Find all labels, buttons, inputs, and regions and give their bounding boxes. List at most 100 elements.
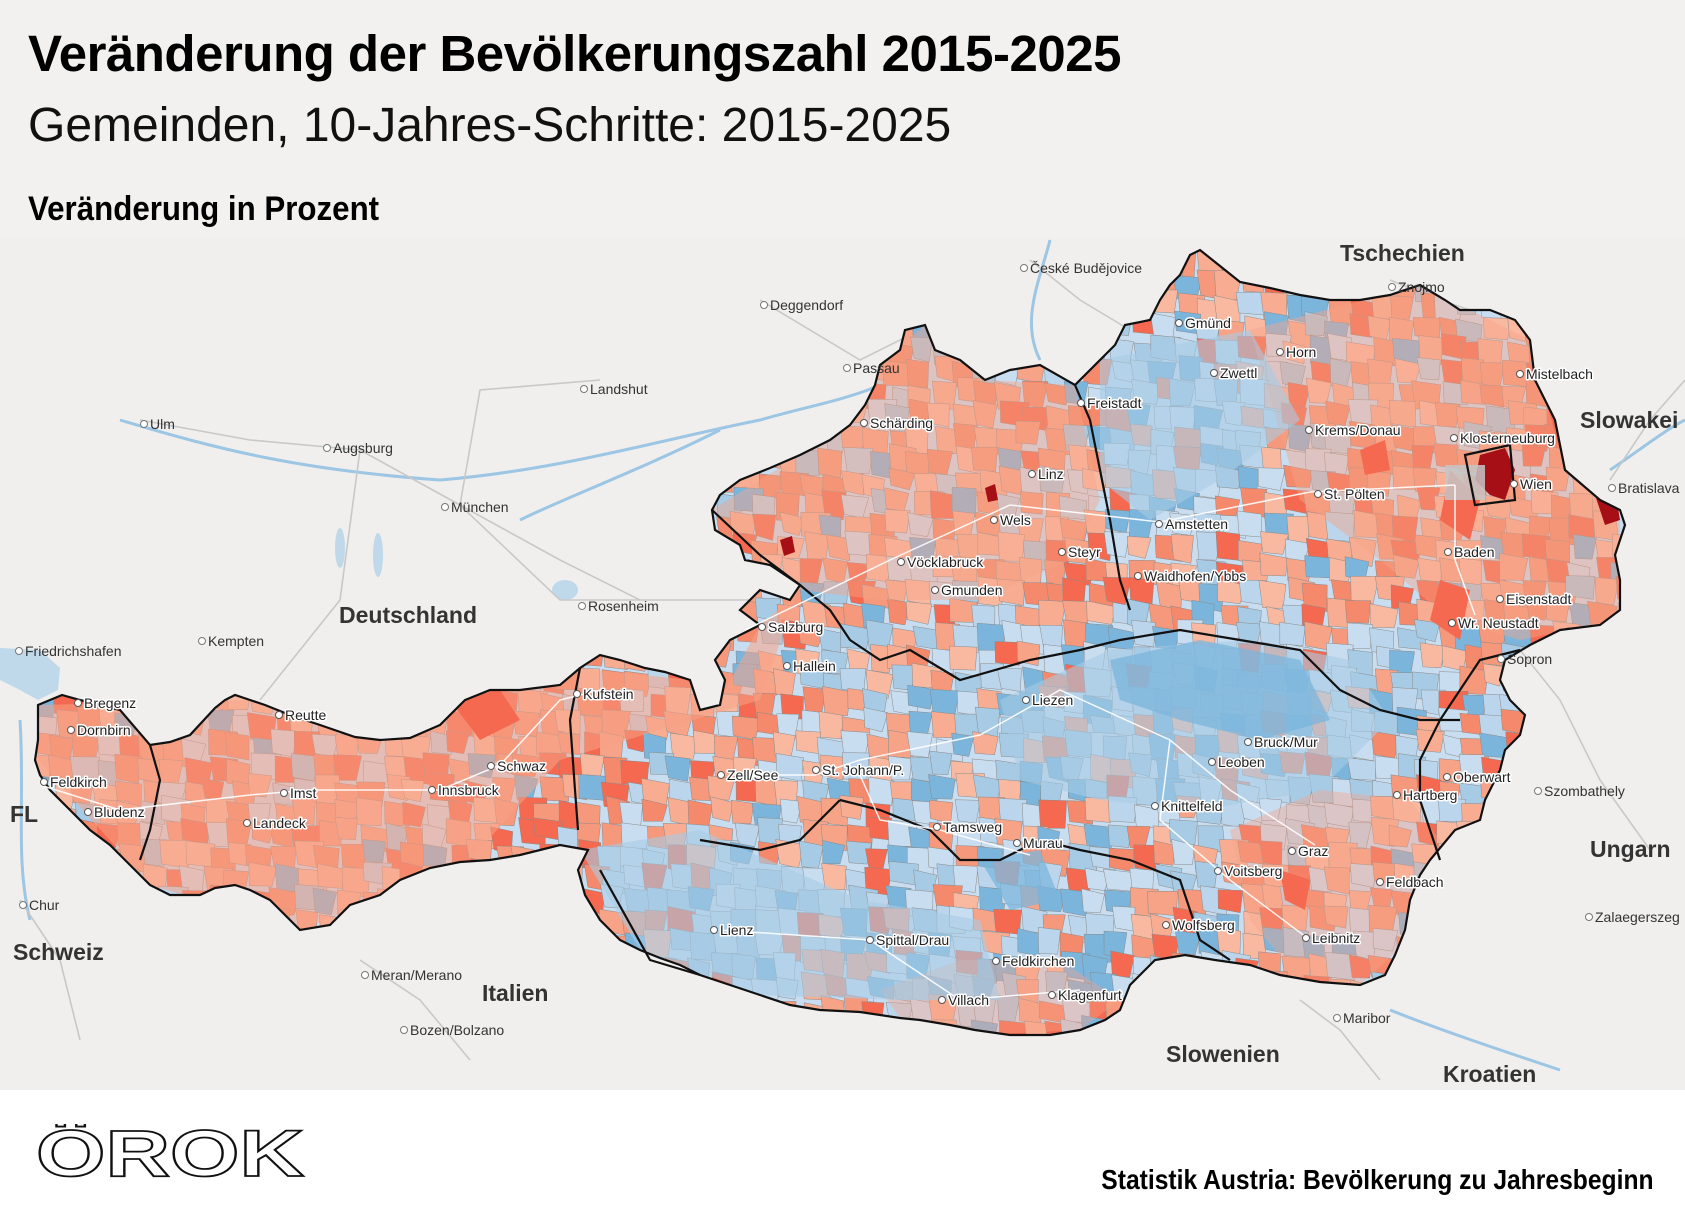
- lake-starnberg: [373, 533, 383, 577]
- foreign-city-dot: [1534, 787, 1542, 795]
- city-label: Lienz: [720, 922, 753, 938]
- road: [259, 449, 361, 701]
- municipality-cell: [1546, 596, 1570, 623]
- river-vltava: [1029, 239, 1052, 361]
- city-dot: [1314, 490, 1322, 498]
- logo-text: ÖROK: [36, 1124, 304, 1182]
- municipality-cell: [1217, 889, 1243, 914]
- foreign-city-dot: [15, 647, 23, 655]
- road: [1609, 379, 1685, 481]
- municipality-cell: [1257, 467, 1286, 491]
- municipality-cell: [1301, 582, 1328, 612]
- city-label: Feldbach: [1386, 874, 1444, 890]
- road: [359, 959, 471, 1061]
- city-dot: [1443, 773, 1451, 781]
- rivers: [18, 239, 1685, 1072]
- lake-chiemsee: [552, 580, 578, 600]
- city-label: Wien: [1520, 476, 1552, 492]
- city-dot: [1048, 991, 1056, 999]
- city-dot: [280, 789, 288, 797]
- city-label: Zwettl: [1220, 365, 1257, 381]
- roads: [19, 259, 1685, 1081]
- country-label: FL: [10, 801, 38, 827]
- city-dot: [74, 699, 82, 707]
- municipality-cell: [1103, 531, 1130, 558]
- city-dot: [487, 762, 495, 770]
- foreign-city-dot: [361, 971, 369, 979]
- municipality-cell: [1260, 531, 1289, 555]
- city-label: Schwaz: [497, 758, 546, 774]
- source-note: Statistik Austria: Bevölkerung zu Jahres…: [1101, 1164, 1654, 1195]
- river-danube-east: [1609, 418, 1685, 472]
- municipality-cell: [1235, 291, 1265, 316]
- road: [19, 899, 81, 1041]
- foreign-city-label: München: [451, 499, 509, 515]
- road: [1029, 259, 1131, 331]
- city-dot: [1516, 370, 1524, 378]
- city-label: St. Pölten: [1324, 486, 1385, 502]
- city-dot: [243, 819, 251, 827]
- municipality-cell: [1346, 622, 1374, 649]
- city-label: Salzburg: [768, 619, 823, 635]
- municipality-cell: [1259, 552, 1289, 577]
- foreign-city-label: Szombathely: [1544, 783, 1625, 799]
- city-label: Kufstein: [583, 686, 634, 702]
- city-dot: [992, 957, 1000, 965]
- foreign-city-label: Ulm: [150, 416, 175, 432]
- country-label: Italien: [482, 980, 548, 1006]
- city-dot: [990, 516, 998, 524]
- municipality-cell: [1416, 357, 1441, 381]
- municipality-cell: [752, 513, 777, 541]
- oerok-logo: ÖROK: [35, 1115, 306, 1191]
- river-drava: [1389, 1008, 1561, 1072]
- municipality-cell: [1015, 420, 1041, 445]
- city-label: Krems/Donau: [1315, 422, 1401, 438]
- municipality-cell: [664, 755, 691, 782]
- country-label: Deutschland: [339, 602, 477, 628]
- municipality-cell: [1545, 466, 1571, 492]
- city-dot: [1134, 572, 1142, 580]
- municipality-cell: [1483, 317, 1512, 341]
- municipality-cell: [1573, 534, 1597, 560]
- foreign-city-label: Sopron: [1507, 651, 1552, 667]
- foreign-city-dot: [323, 444, 331, 452]
- municipality-cell: [779, 511, 805, 536]
- foreign-city-label: Kempten: [208, 633, 264, 649]
- municipality-cell: [993, 908, 1022, 935]
- road: [759, 299, 921, 361]
- country-label: Tschechien: [1340, 240, 1465, 266]
- city-dot: [1393, 791, 1401, 799]
- municipality-cell: [1434, 402, 1461, 428]
- municipality-cell: [905, 601, 933, 625]
- city-dot: [1244, 738, 1252, 746]
- city-dot: [1276, 348, 1284, 356]
- city-dot: [1448, 619, 1456, 627]
- city-label: Leoben: [1218, 754, 1265, 770]
- municipality-cell: [1565, 575, 1595, 600]
- city-label: Feldkirch: [50, 774, 107, 790]
- city-dot: [1510, 480, 1518, 488]
- municipality-cell: [843, 447, 874, 474]
- municipality-cell: [997, 668, 1022, 692]
- foreign-city-label: Maribor: [1343, 1010, 1391, 1026]
- municipality-cell: [1038, 799, 1067, 829]
- city-dot: [1022, 696, 1030, 704]
- map-title: Veränderung der Bevölkerungszahl 2015-20…: [28, 25, 1121, 82]
- municipality-cell: [884, 509, 911, 534]
- municipality-cell: [906, 731, 933, 758]
- city-label: Vöcklabruck: [907, 554, 984, 570]
- lake-bodensee: [0, 648, 60, 700]
- city-label: Leibnitz: [1312, 930, 1360, 946]
- municipality-cell: [822, 686, 852, 716]
- municipality-cell: [1044, 382, 1068, 406]
- river-inn: [519, 428, 721, 522]
- city-label: Gmünd: [1185, 315, 1231, 331]
- city-dot: [84, 808, 92, 816]
- city-label: Freistadt: [1087, 395, 1142, 411]
- municipality-cell: [1283, 464, 1313, 488]
- foreign-city-dot: [580, 385, 588, 393]
- city-dot: [933, 823, 941, 831]
- foreign-city-label: Landshut: [590, 381, 648, 397]
- city-label: Amstetten: [1165, 516, 1228, 532]
- foreign-city-dot: [1497, 655, 1505, 663]
